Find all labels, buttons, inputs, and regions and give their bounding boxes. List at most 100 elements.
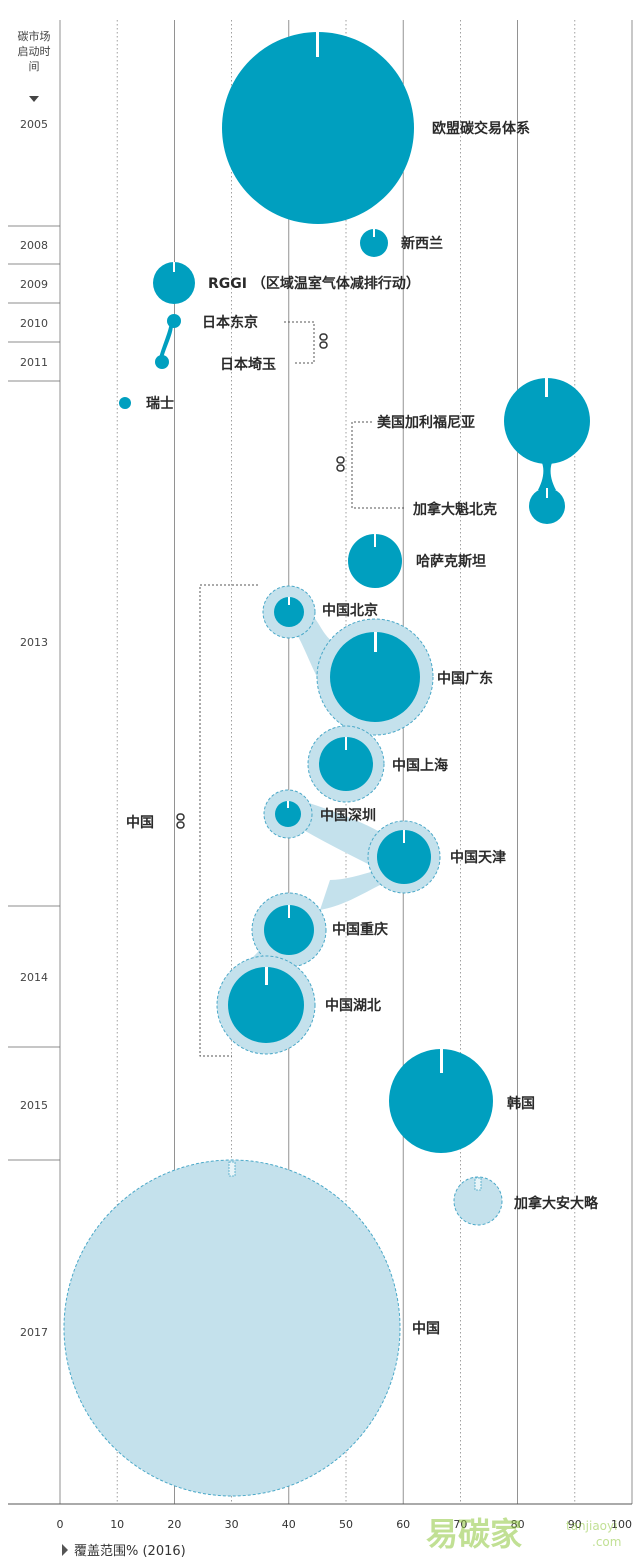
bubble-marker <box>228 1161 236 1177</box>
year-label: 2010 <box>20 317 48 330</box>
x-tick-label: 50 <box>339 1518 353 1531</box>
x-tick-label: 90 <box>568 1518 582 1531</box>
label-china-group: 中国 <box>126 814 154 831</box>
x-tick-label: 100 <box>611 1518 632 1531</box>
bubble-marker <box>546 488 548 498</box>
bubble-china-2017 <box>63 1159 401 1497</box>
bubble-hubei <box>228 967 304 1043</box>
bubble-quebec <box>529 488 565 524</box>
label-saitama: 日本埼玉 <box>220 356 276 373</box>
bubble-marker <box>545 378 548 397</box>
bubble-korea <box>389 1049 493 1153</box>
x-tick-label: 10 <box>110 1518 124 1531</box>
bubble-marker <box>403 830 405 843</box>
china-2017-bubble-group <box>63 1159 401 1497</box>
header-line-2: 启动时 <box>18 45 51 58</box>
label-new-zealand: 新西兰 <box>401 235 443 252</box>
bubble-marker <box>373 229 375 237</box>
label-switzerland: 瑞士 <box>146 395 174 412</box>
bubble-shanghai <box>319 737 373 791</box>
link-icon <box>176 813 185 829</box>
label-quebec: 加拿大魁北克 <box>412 501 497 518</box>
link-icon <box>319 333 328 349</box>
connector-tokyo-saitama <box>158 320 173 362</box>
bubble-saitama <box>155 355 169 369</box>
x-axis-ticks: 0 10 20 30 40 50 60 70 80 90 100 <box>57 1518 633 1531</box>
label-ontario: 加拿大安大略 <box>513 1195 599 1212</box>
bubble-beijing <box>274 597 304 627</box>
year-axis-header: 碳市场 启动时 间 <box>18 29 51 102</box>
label-korea: 韩国 <box>507 1095 535 1112</box>
link-icon <box>336 456 345 472</box>
x-tick-label: 30 <box>225 1518 239 1531</box>
year-label: 2013 <box>20 636 48 649</box>
label-hubei: 中国湖北 <box>325 997 381 1014</box>
x-tick-label: 0 <box>57 1518 64 1531</box>
bubble-new-zealand <box>360 229 388 257</box>
year-labels: 2005 2008 2009 2010 2011 2013 2014 2015 … <box>20 118 48 1339</box>
bubble-tianjin <box>377 830 431 884</box>
label-china-national: 中国 <box>412 1320 440 1337</box>
label-shanghai: 中国上海 <box>392 757 448 774</box>
year-label: 2009 <box>20 278 48 291</box>
link-icons <box>176 333 345 829</box>
x-tick-label: 80 <box>511 1518 525 1531</box>
bubble-ontario <box>453 1176 503 1226</box>
x-tick-label: 20 <box>167 1518 181 1531</box>
year-label: 2011 <box>20 356 48 369</box>
label-eu-ets: 欧盟碳交易体系 <box>432 120 530 137</box>
watermark-domain: .com <box>592 1535 621 1549</box>
bubble-chongqing <box>264 905 314 955</box>
bubble-markers <box>173 32 548 1073</box>
bubble-marker <box>440 1049 443 1073</box>
header-line-1: 碳市场 <box>18 29 51 43</box>
label-tokyo: 日本东京 <box>202 314 258 331</box>
bubble-california <box>504 378 590 464</box>
bubble-guangdong <box>330 632 420 722</box>
bubble-switzerland <box>119 397 131 409</box>
label-shenzhen: 中国深圳 <box>320 807 376 824</box>
label-rggi: RGGI （区域温室气体减排行动） <box>208 275 420 292</box>
bubble-marker <box>374 534 376 547</box>
bubble-marker <box>474 1177 482 1191</box>
year-label: 2008 <box>20 239 48 252</box>
bubbles <box>119 32 590 1153</box>
bubble-marker <box>288 597 290 605</box>
x-tick-label: 40 <box>282 1518 296 1531</box>
connectors <box>199 321 406 1057</box>
bubble-marker <box>265 967 268 985</box>
label-california: 美国加利福尼亚 <box>377 414 475 431</box>
triangle-right-icon <box>62 1544 68 1556</box>
year-label: 2017 <box>20 1326 48 1339</box>
label-kazakhstan: 哈萨克斯坦 <box>416 553 486 570</box>
x-tick-label: 60 <box>396 1518 410 1531</box>
year-separators <box>8 225 60 1161</box>
label-beijing: 中国北京 <box>322 602 378 619</box>
watermark-brand: 易碳家 <box>426 1515 522 1553</box>
bubble-eu-ets <box>222 32 414 224</box>
bubble-marker <box>345 737 347 750</box>
connector-california-quebec <box>532 450 562 490</box>
label-guangdong: 中国广东 <box>437 670 493 687</box>
label-chongqing: 中国重庆 <box>332 921 388 938</box>
bubble-labels: 欧盟碳交易体系 新西兰 RGGI （区域温室气体减排行动） 日本东京 日本埼玉 … <box>126 120 599 1337</box>
bubble-marker <box>287 801 289 808</box>
watermark: 易碳家 tanjiaoyi .com <box>426 1515 621 1553</box>
bubble-tokyo <box>167 314 181 328</box>
sort-down-icon <box>29 96 39 102</box>
x-tick-label: 70 <box>453 1518 467 1531</box>
bubble-marker <box>288 905 290 918</box>
bubble-marker <box>173 262 175 272</box>
bubble-shenzhen <box>275 801 301 827</box>
bubble-marker <box>374 632 377 652</box>
x-axis-label: 覆盖范围% (2016) <box>74 1544 186 1559</box>
watermark-url: tanjiaoyi <box>566 1519 617 1533</box>
year-label: 2005 <box>20 118 48 131</box>
label-tianjin: 中国天津 <box>450 849 506 866</box>
year-label: 2015 <box>20 1099 48 1112</box>
year-label: 2014 <box>20 971 48 984</box>
bubble-rggi <box>153 262 195 304</box>
bubble-marker <box>316 32 319 57</box>
header-line-3: 间 <box>29 60 40 73</box>
